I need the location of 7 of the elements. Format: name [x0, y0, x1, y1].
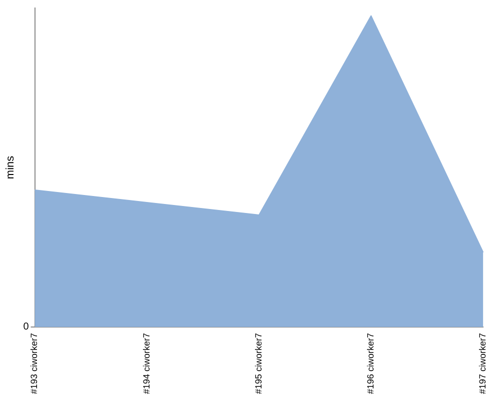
text: 0: [23, 322, 30, 333]
x-tick-label: #193 ciworker7: [29, 332, 40, 394]
x-tick-label: #194 ciworker7: [141, 332, 152, 394]
y-axis-title: mins: [4, 155, 17, 180]
x-tick-label: #197 ciworker7: [478, 332, 488, 394]
x-tick-label: #196 ciworker7: [366, 332, 376, 394]
x-tick-label: #195 ciworker7: [253, 332, 264, 394]
